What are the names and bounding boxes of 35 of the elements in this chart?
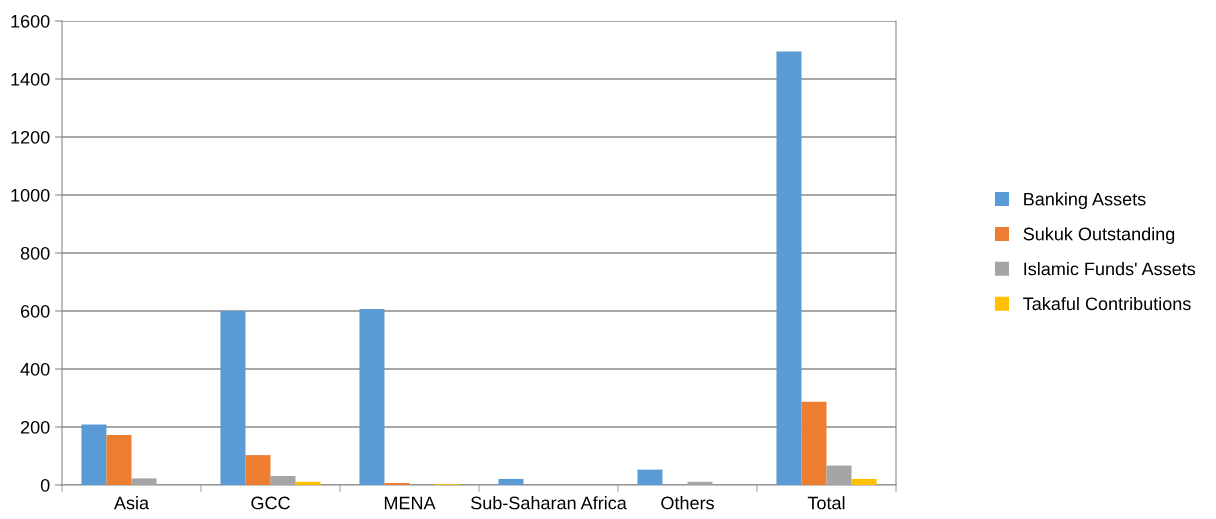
x-tick-label: MENA [384,496,436,510]
x-tick-label: Sub-Saharan Africa [471,496,627,510]
legend-label: Banking Assets [1024,192,1146,210]
y-tick-label: 400 [20,362,50,376]
legend-label: Takaful Contributions [1023,296,1191,311]
bar [131,478,157,485]
y-tick-label: 800 [20,246,50,260]
bar [776,51,802,485]
y-tick-label: 0 [40,478,50,492]
bar [637,469,663,485]
bar [81,424,107,485]
x-tick-label: Total [807,496,845,510]
y-tick-label: 200 [20,420,50,434]
x-tick-label: GCC [251,496,290,510]
x-tick-label: Others [661,496,714,510]
bar [106,435,132,485]
bar [801,401,827,485]
y-tick-label: 1600 [11,14,50,28]
bar [687,481,713,485]
y-tick-label: 600 [20,304,50,318]
x-tick-label: Asia [113,496,150,510]
bar [498,478,524,485]
y-tick-label: 1000 [11,188,50,202]
bar [384,482,410,485]
bar [270,476,296,485]
y-tick-label: 1200 [11,130,50,144]
bar [359,308,385,485]
bar [295,481,321,485]
bar [826,465,852,485]
legend-label: Sukuk Outstanding [1023,227,1175,244]
y-tick-label: 1400 [11,72,50,86]
bar [851,478,877,485]
bar [220,311,246,485]
bar [245,455,271,485]
legend-label: Islamic Funds' Assets [1024,262,1196,276]
